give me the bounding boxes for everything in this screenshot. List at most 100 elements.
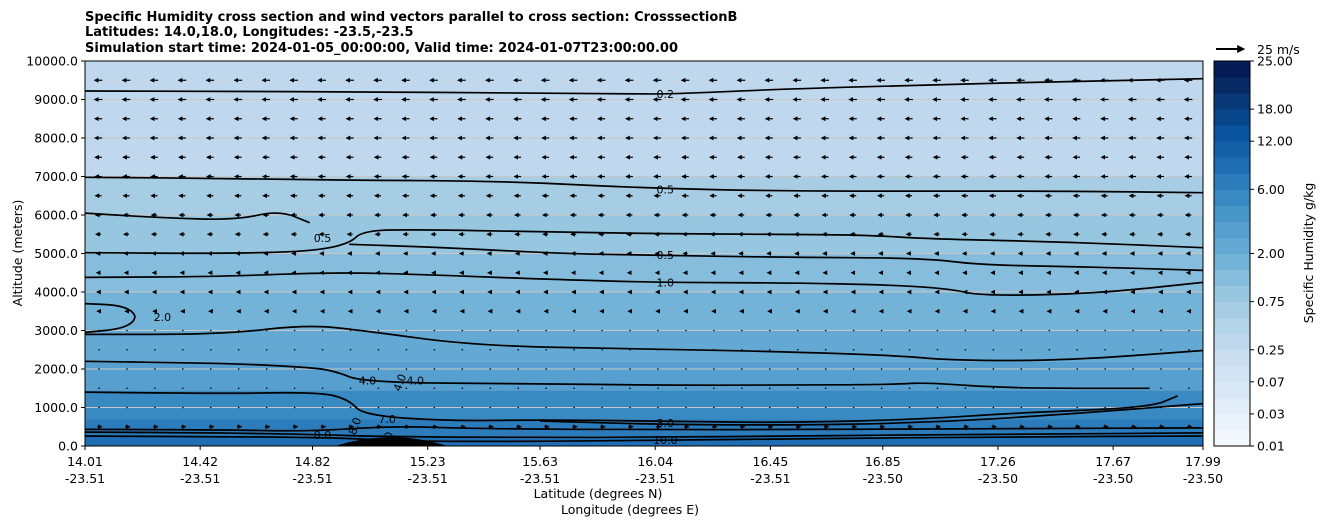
colorbar-tick-label: 0.25 [1257, 342, 1285, 357]
x-tick-label-lon: -23.51 [635, 471, 675, 486]
wind-vector [1160, 387, 1162, 390]
contour-line [85, 302, 136, 334]
wind-vector [461, 368, 464, 370]
wind-vector [908, 329, 911, 332]
wind-vector [321, 387, 324, 390]
wind-vector [1188, 329, 1190, 332]
contour-label: 8.0 [314, 429, 332, 442]
wind-vector [349, 348, 352, 351]
wind-vector [433, 329, 436, 332]
wind-vector [1104, 387, 1106, 390]
wind-vector [349, 329, 352, 332]
wind-vector [908, 387, 911, 390]
colorbar-segment [1214, 397, 1250, 415]
wind-vector [154, 387, 156, 390]
x-tick-label-lon: -23.50 [978, 471, 1018, 486]
wind-vector [126, 329, 128, 332]
wind-vector [517, 329, 520, 332]
humidity-band [85, 330, 1203, 362]
wind-vector [377, 329, 380, 332]
contour-line [85, 431, 1203, 439]
wind-vector [852, 368, 855, 370]
wind-vector [1048, 329, 1051, 332]
humidity-band [85, 176, 1203, 215]
contour-label: 4.0 [406, 375, 424, 388]
wind-vector [964, 406, 967, 409]
x-axis-label-longitude: Longitude (degrees E) [561, 502, 699, 517]
chart-title-line-1: Specific Humidity cross section and wind… [85, 10, 737, 25]
contour-line [85, 391, 1179, 424]
wind-vector [768, 348, 771, 351]
x-tick-label-lat: 17.67 [1095, 454, 1131, 469]
wind-vector [1048, 348, 1051, 351]
wind-vector [741, 329, 743, 332]
x-tick-label-lat: 16.04 [637, 454, 673, 469]
colorbar-segment [1214, 269, 1250, 287]
wind-vector [1160, 348, 1162, 351]
contour-label: 0.2 [656, 88, 674, 101]
wind-vector [1020, 387, 1023, 390]
wind-vector [349, 387, 352, 390]
humidity-band [85, 61, 1203, 131]
wind-vector [377, 348, 380, 351]
wind-vector [1188, 368, 1190, 370]
wind-vector [601, 329, 603, 332]
wind-vector [321, 368, 324, 370]
wind-vector [741, 406, 743, 409]
colorbar-segment [1214, 189, 1250, 206]
wind-vector [182, 329, 184, 332]
wind-vector [908, 406, 911, 409]
wind-vector [265, 387, 268, 390]
wind-vector [1076, 329, 1079, 332]
contour-line [85, 176, 1203, 194]
wind-vector [433, 406, 436, 409]
wind-vector [377, 368, 380, 370]
wind-vector [768, 368, 771, 370]
wind-vector [573, 387, 575, 390]
wind-vector [1020, 368, 1023, 370]
wind-vector [209, 406, 212, 409]
contour-line [85, 360, 1150, 390]
wind-vector [601, 348, 603, 351]
wind-vector [629, 348, 631, 351]
colorbar-tick-label: 0.07 [1257, 374, 1285, 389]
contour-line [85, 325, 1203, 362]
x-tick-label-lon: -23.51 [292, 471, 332, 486]
contour-label: 1.0 [656, 276, 674, 289]
wind-vector [713, 329, 715, 332]
wind-vector [293, 387, 296, 390]
wind-vector [433, 387, 436, 390]
colorbar-segment [1214, 301, 1250, 319]
contour-label: 3.0 [656, 417, 674, 430]
wind-vector [98, 368, 100, 370]
y-tick-label: 4000.0 [34, 285, 78, 300]
wind-vector [126, 387, 128, 390]
colorbar-segment [1214, 173, 1250, 190]
wind-vector [433, 368, 436, 370]
wind-vector [489, 406, 492, 409]
colorbar-tick-label: 18.00 [1257, 102, 1293, 117]
wind-vector [657, 406, 659, 409]
wind-vector [964, 348, 967, 351]
wind-vector [685, 406, 687, 409]
wind-vector [685, 368, 687, 370]
wind-vector [768, 329, 771, 332]
humidity-band [85, 253, 1203, 292]
wind-vector [154, 368, 156, 370]
wind-vector [209, 329, 212, 332]
y-axis-label: Altitude (meters) [10, 200, 25, 307]
y-tick-label: 6000.0 [34, 208, 78, 223]
wind-vector [852, 406, 855, 409]
wind-vector [713, 368, 715, 370]
colorbar-segment [1214, 109, 1250, 126]
wind-vector [936, 329, 939, 332]
wind-vector [98, 329, 100, 332]
contour-line [85, 77, 1203, 95]
wind-vector [209, 387, 212, 390]
wind-vector [126, 348, 128, 351]
wind-vector [461, 387, 464, 390]
colorbar-segment [1214, 141, 1250, 158]
wind-vector [489, 368, 492, 370]
wind-vector [265, 348, 268, 351]
humidity-contours: 0.20.50.50.51.02.04.0 4.07.08.0 10.03.010.… [85, 77, 1203, 446]
